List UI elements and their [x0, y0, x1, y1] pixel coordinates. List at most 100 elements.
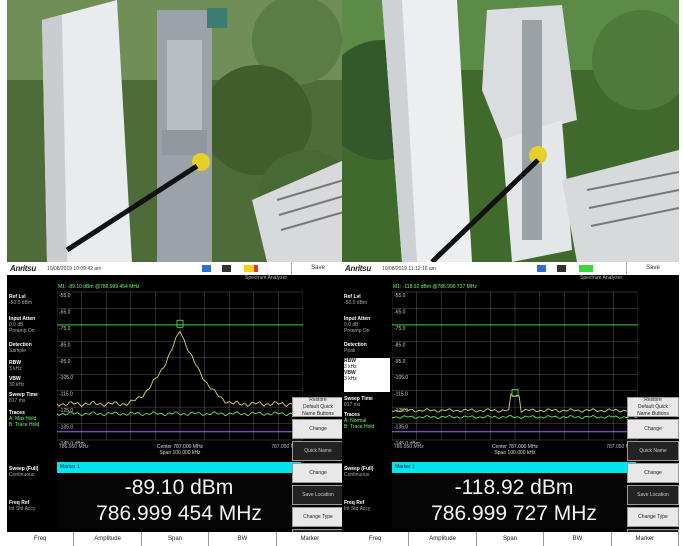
- y-tick-label: -75.0: [59, 326, 71, 332]
- gps-icon: [202, 265, 211, 272]
- menu-button-label: Restore: [644, 396, 662, 403]
- menu-button-label: Restore: [309, 396, 327, 403]
- brand-logo: Anritsu: [10, 264, 36, 273]
- span: Span 100.000 kHz: [494, 450, 536, 456]
- y-tick-label: -105.0: [394, 375, 408, 381]
- save-button[interactable]: Save: [291, 262, 344, 275]
- datetime: 10/08/2019 11:12:16 am: [382, 266, 436, 272]
- y-tick-label: -65.0: [59, 309, 71, 315]
- marker-1[interactable]: [176, 319, 184, 328]
- trace-a: [56, 330, 304, 408]
- rbw: RBW 3 kHz: [344, 358, 357, 370]
- lightning-icon: [254, 265, 258, 272]
- menu-button-label: Change Type: [303, 513, 333, 520]
- menu-button-label: Change: [644, 425, 662, 432]
- input-atten[interactable]: Input Atten 0.0 dB Preamp On: [344, 316, 371, 334]
- span: Span 100.000 kHz: [159, 450, 201, 456]
- spectrum-plot[interactable]: -55.0 -65.0 -75.0 -85.0 -95.0 -105.0 -115.0 -12…: [56, 284, 304, 459]
- marker-label[interactable]: Marker 1: [57, 462, 301, 473]
- status-bar: Anritsu 10/08/2019 11:12:16 am Save: [342, 262, 679, 275]
- marker-amplitude: -118.92 dBm: [454, 476, 574, 499]
- marker-readout-header: M1: -89.10 dBm @786.999 454 MHz: [58, 284, 140, 290]
- menu-button[interactable]: Change Type: [292, 507, 344, 527]
- menu-button[interactable]: Change: [627, 463, 679, 483]
- stop-freq: 787.050 MHz: [271, 444, 301, 450]
- vbw[interactable]: VBW 30 kHz: [9, 376, 25, 388]
- menu-button[interactable]: Change: [292, 419, 344, 439]
- sweep-time[interactable]: Sweep Time 817 ms: [9, 392, 38, 404]
- right-menu: Restore Default Quick Name Buttons Change Qu…: [627, 397, 679, 546]
- softkey-amplitude[interactable]: Amplitude: [74, 532, 142, 546]
- marker-1[interactable]: [511, 388, 519, 397]
- softkey-freq[interactable]: Freq: [7, 532, 75, 546]
- settings-sidebar: Ref Lvl -50.0 dBm Input Atten 0.0 dB Pre…: [342, 284, 392, 512]
- menu-button[interactable]: Change: [292, 463, 344, 483]
- menu-button-label: Save Location: [302, 491, 334, 498]
- y-tick-label: -125.0: [59, 408, 73, 414]
- trace-b: [56, 411, 304, 417]
- marker-label[interactable]: Marker 1: [392, 462, 636, 473]
- menu-button[interactable]: Change: [627, 419, 679, 439]
- ref-level[interactable]: Ref Lvl -50.0 dBm: [344, 294, 368, 306]
- menu-button[interactable]: Save Location: [627, 485, 679, 505]
- y-tick-label: -85.0: [394, 342, 406, 348]
- y-tick-label: -55.0: [59, 293, 71, 299]
- menu-button-label: Quick Name: [639, 447, 667, 454]
- brand-logo: Anritsu: [345, 264, 371, 273]
- y-tick-label: -85.0: [59, 342, 71, 348]
- menu-button[interactable]: Save Location: [292, 485, 344, 505]
- ref-level[interactable]: Ref Lvl -50.0 dBm: [9, 294, 33, 306]
- sweep-mode[interactable]: Sweep (Full) Continuous: [344, 466, 374, 478]
- traces[interactable]: Traces A: Max Hold B: Trace Hold: [9, 410, 40, 428]
- y-tick-label: -105.0: [59, 375, 73, 381]
- menu-button[interactable]: Restore Default Quick Name Buttons: [292, 397, 344, 417]
- menu-button-label: Save Location: [637, 491, 669, 498]
- menu-button[interactable]: Quick Name: [292, 441, 344, 461]
- softkey-marker[interactable]: Marker: [277, 532, 344, 546]
- mode-label: Spectrum Analyzer: [245, 275, 287, 281]
- softkey-bar: Freq Amplitude Span BW Marker: [342, 532, 679, 546]
- softkey-bw[interactable]: BW: [544, 532, 612, 546]
- center-freq: Center 787.000 MHz: [491, 444, 539, 450]
- save-button[interactable]: Save: [626, 262, 679, 275]
- right-menu: Restore Default Quick Name Buttons Change Qu…: [292, 397, 344, 546]
- softkey-amplitude[interactable]: Amplitude: [409, 532, 477, 546]
- marker-table: Marker 1 -118.92 dBm 786.999 727 MHz: [392, 462, 636, 528]
- input-atten[interactable]: Input Atten 0.0 dB Preamp On: [9, 316, 36, 334]
- after-panel: Anritsu 10/08/2019 11:12:16 am Save Spec…: [342, 0, 679, 546]
- softkey-marker[interactable]: Marker: [612, 532, 679, 546]
- spectrum-plot[interactable]: -55.0 -65.0 -75.0 -85.0 -95.0 -105.0 -115.0 -12…: [391, 284, 639, 459]
- menu-button[interactable]: Restore Default Quick Name Buttons: [627, 397, 679, 417]
- softkey-span[interactable]: Span: [477, 532, 545, 546]
- softkey-bw[interactable]: BW: [209, 532, 277, 546]
- traces[interactable]: Traces A: Normal B: Trace Hold: [344, 412, 375, 430]
- sweep-mode[interactable]: Sweep (Full) Continuous: [9, 466, 39, 478]
- start-freq: 786.950 MHz: [59, 444, 89, 450]
- rbw[interactable]: RBW 3 kHz: [9, 360, 22, 372]
- vbw: VBW 3 kHz: [344, 370, 357, 382]
- softkey-span[interactable]: Span: [142, 532, 210, 546]
- spectrum-graph: -55.0 -65.0 -75.0 -85.0 -95.0 -105.0 -115.0 -12…: [56, 284, 304, 447]
- freq-ref[interactable]: Freq Ref Int Std Accy: [9, 500, 36, 512]
- sweep-time[interactable]: Sweep Time 817 ms: [344, 396, 373, 408]
- freq-ref[interactable]: Freq Ref Int Std Accy: [344, 500, 371, 512]
- menu-button-label: Change: [309, 425, 327, 432]
- y-tick-label: -55.0: [394, 293, 406, 299]
- softkey-freq[interactable]: Freq: [342, 532, 410, 546]
- menu-button[interactable]: Quick Name: [627, 441, 679, 461]
- bandwidth-box[interactable]: RBW 3 kHz VBW 3 kHz: [344, 358, 390, 392]
- menu-button-label: Default Quick: [302, 403, 333, 410]
- camera-icon: [557, 265, 566, 272]
- menu-button-label: Change: [644, 469, 662, 476]
- datetime: 10/08/2019 10:09:42 am: [47, 266, 102, 272]
- menu-button-label: Name Buttons: [637, 410, 669, 417]
- detection[interactable]: Detection Peak: [344, 342, 367, 354]
- y-tick-label: -95.0: [394, 359, 406, 365]
- gps-icon: [537, 265, 546, 272]
- battery-charging-icon: [244, 265, 258, 272]
- menu-button-label: Name Buttons: [302, 410, 334, 417]
- menu-button[interactable]: Change Type: [627, 507, 679, 527]
- battery-icon: [579, 265, 593, 272]
- detection[interactable]: Detection Sample: [9, 342, 32, 354]
- menu-button-label: Default Quick: [637, 403, 668, 410]
